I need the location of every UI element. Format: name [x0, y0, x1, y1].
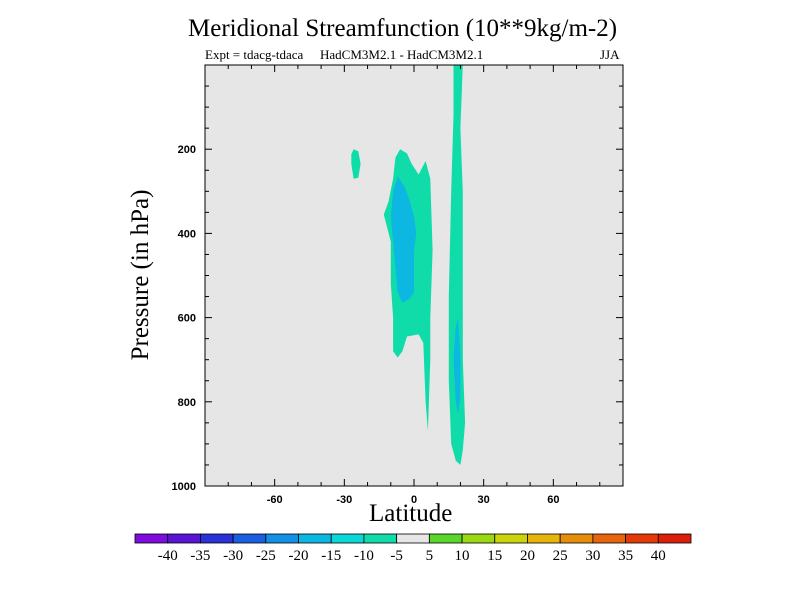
colorbar-swatch	[167, 533, 201, 544]
x-tick-label: 30	[478, 494, 490, 506]
colorbar-swatch	[461, 533, 496, 544]
experiment-label: Expt = tdacg-tdaca	[205, 47, 304, 62]
colorbar-swatch	[265, 533, 299, 544]
colorbar-label: 10	[455, 548, 470, 564]
colorbar-label: 35	[618, 548, 633, 564]
colorbar-label: -30	[223, 548, 243, 564]
colorbar-swatch	[298, 533, 332, 544]
season-label: JJA	[600, 47, 620, 62]
x-tick-label: -30	[336, 494, 352, 506]
contour-region-4	[453, 317, 461, 415]
colorbar-label: 5	[426, 548, 434, 564]
x-axis-label: Latitude	[369, 500, 453, 527]
colorbar-swatch	[559, 533, 594, 544]
contour-region-3	[448, 65, 466, 465]
colorbar-swatch	[200, 533, 234, 544]
colorbar-label: 40	[651, 548, 666, 564]
colorbar-swatch	[494, 533, 528, 544]
colorbar-label: -25	[256, 548, 276, 564]
colorbar-swatch	[134, 533, 169, 544]
colorbar-label: 20	[520, 548, 535, 564]
colorbar-swatch	[527, 533, 561, 544]
colorbar-swatch	[428, 533, 463, 544]
colorbar-swatch	[232, 533, 267, 544]
colorbar-label: 15	[487, 548, 502, 564]
x-tick-label: -60	[267, 494, 283, 506]
colorbar-label: -20	[289, 548, 309, 564]
y-tick-label: 1000	[172, 481, 196, 493]
colorbar-label: -10	[354, 548, 374, 564]
colorbar-label: -40	[158, 548, 178, 564]
colorbar-swatch	[592, 533, 626, 544]
colorbar-swatch	[330, 533, 365, 544]
colorbar-label: 25	[553, 548, 568, 564]
x-tick-label: 60	[547, 494, 559, 506]
colorbar-label: -5	[390, 548, 403, 564]
x-tick-label: 0	[411, 494, 417, 506]
model-comparison-label: HadCM3M2.1 - HadCM3M2.1	[320, 47, 484, 62]
colorbar-swatch	[657, 533, 692, 544]
chart-title: Meridional Streamfunction (10**9kg/m-2)	[188, 15, 618, 42]
colorbar-label: -15	[321, 548, 341, 564]
colorbar-swatch	[396, 533, 430, 544]
contour-region-0	[351, 149, 361, 179]
colorbar-swatch	[363, 533, 398, 544]
y-tick-label: 800	[178, 397, 196, 409]
colorbar-label: 30	[585, 548, 600, 564]
y-tick-label: 400	[178, 228, 196, 240]
y-tick-label: 200	[178, 144, 196, 156]
colorbar-label: -35	[190, 548, 210, 564]
contour-region-2	[390, 176, 417, 303]
colorbar-swatch	[625, 533, 659, 544]
y-tick-label: 600	[178, 313, 196, 325]
